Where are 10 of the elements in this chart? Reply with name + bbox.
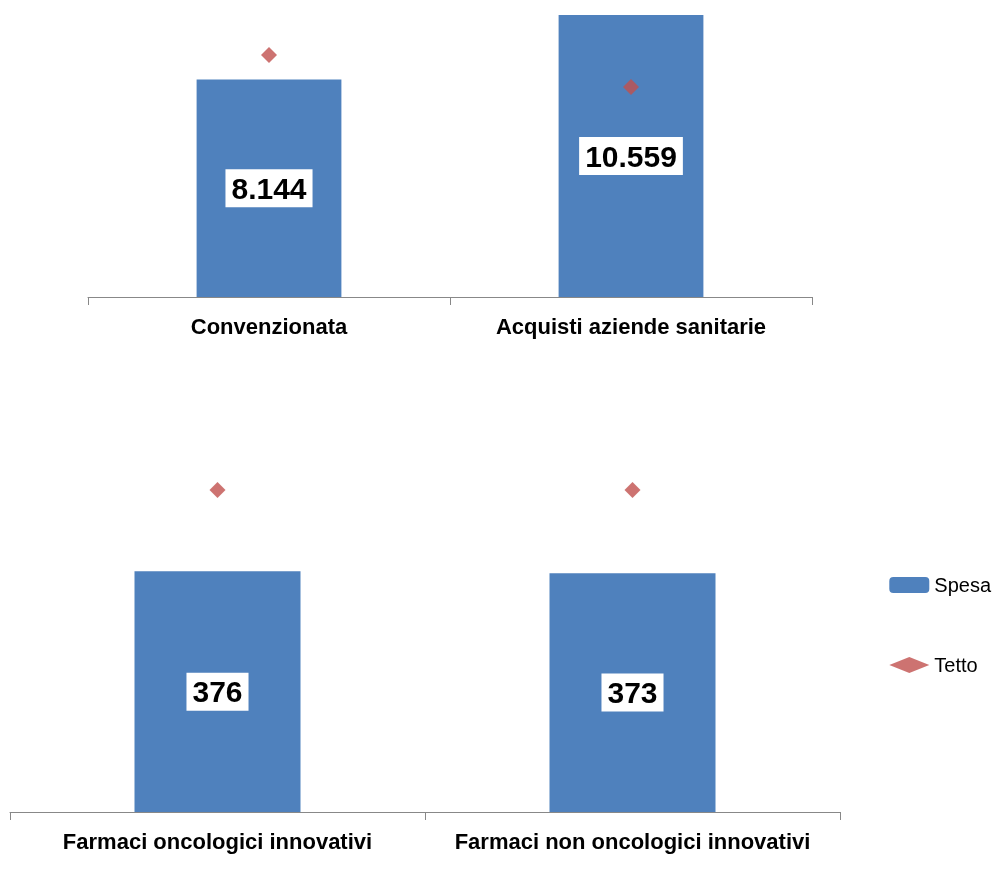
x-tick-label: Convenzionata bbox=[190, 313, 348, 339]
x-tick-label: Acquisti aziende sanitarie bbox=[495, 313, 767, 339]
data-label: 10.559 bbox=[585, 139, 677, 173]
x-tick-label: Farmaci non oncologici innovativi bbox=[454, 828, 811, 854]
x-tick-label: Farmaci oncologici innovativi bbox=[62, 828, 373, 854]
data-label: 376 bbox=[192, 675, 243, 709]
data-label: 373 bbox=[607, 676, 658, 710]
legend-label: Spesa bbox=[934, 574, 992, 596]
legend-label: Tetto bbox=[934, 654, 978, 676]
data-label: 8.144 bbox=[231, 171, 307, 205]
